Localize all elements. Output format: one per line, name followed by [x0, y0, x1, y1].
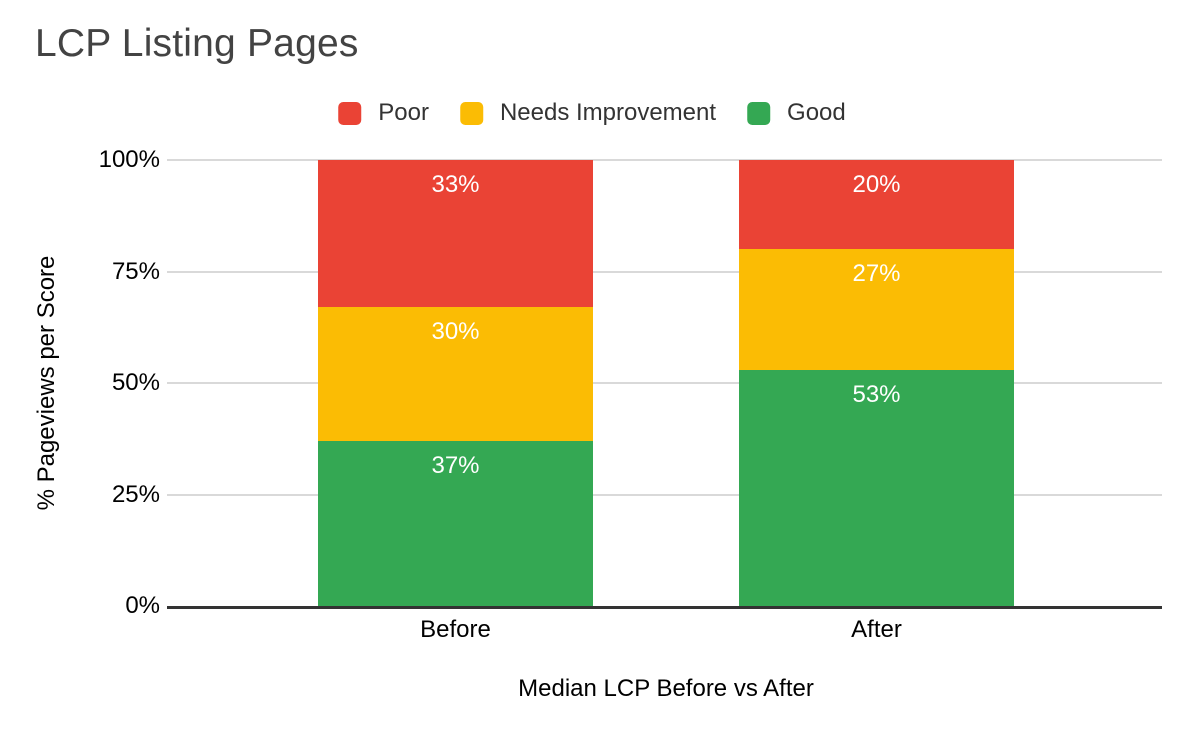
gridline: [167, 270, 1162, 273]
legend-label: Needs Improvement: [499, 99, 717, 126]
gridline: [167, 382, 1162, 384]
y-tick-label: 25%: [111, 480, 160, 508]
chart-title: LCP Listing Pages: [35, 22, 359, 65]
gridline: [167, 159, 1162, 161]
bar-before: 37% 30% 33%: [318, 160, 593, 606]
legend-swatch-icon: [338, 101, 362, 125]
bar-segment-value-label: 30%: [431, 318, 480, 346]
bar-after: 53% 27% 20%: [739, 160, 1014, 606]
legend-item-good: Good: [747, 99, 846, 127]
y-tick-label: 100%: [98, 146, 160, 173]
x-category-label-after: After: [851, 616, 902, 643]
bar-segment-needs-improvement: 30%: [318, 307, 593, 441]
bar-segment-value-label: 53%: [852, 380, 901, 408]
bar-segment-good: 53%: [739, 369, 1014, 606]
x-axis-title: Median LCP Before vs After: [518, 675, 814, 702]
bar-segment-poor: 20%: [739, 160, 1014, 250]
plot-area: 37% 30% 33% 53% 27% 20%: [167, 159, 1162, 609]
x-axis-baseline: [167, 606, 1162, 609]
x-category-label-before: Before: [420, 616, 491, 643]
legend-label: Poor: [378, 99, 429, 126]
bar-segment-needs-improvement: 27%: [739, 249, 1014, 370]
bar-segment-good: 37%: [318, 440, 593, 606]
legend-swatch-icon: [747, 101, 771, 125]
legend-swatch-icon: [459, 101, 483, 125]
bar-segment-value-label: 37%: [431, 451, 480, 479]
bar-segment-poor: 33%: [318, 160, 593, 308]
bar-segment-value-label: 20%: [852, 171, 901, 199]
legend-label: Good: [787, 99, 846, 126]
y-tick-label: 75%: [111, 257, 160, 285]
legend: Poor Needs Improvement Good: [338, 99, 846, 127]
bar-segment-value-label: 27%: [852, 260, 901, 288]
legend-item-needs-improvement: Needs Improvement: [459, 99, 717, 127]
gridline: [167, 493, 1162, 496]
bar-segment-value-label: 33%: [431, 171, 480, 199]
y-tick-label: 0%: [125, 592, 160, 619]
legend-item-poor: Poor: [338, 99, 429, 127]
y-tick-label: 50%: [111, 369, 160, 396]
